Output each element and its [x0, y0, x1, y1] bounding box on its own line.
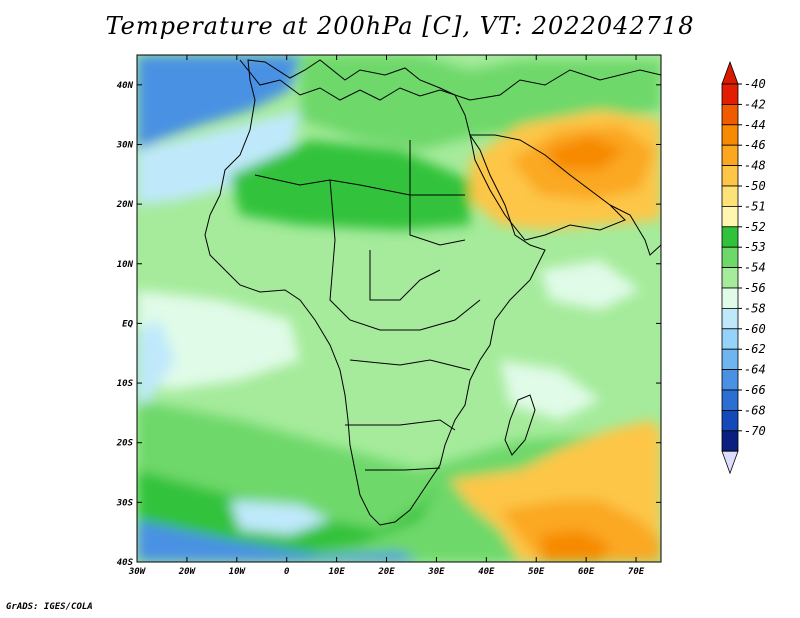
map-title: Temperature at 200hPa [C], VT: 202204271…	[105, 12, 695, 40]
lon-tick-label: 70E	[628, 567, 645, 577]
lat-tick-label: 20N	[116, 200, 134, 210]
colorbar-swatch	[721, 165, 739, 187]
field-west-blue	[137, 320, 175, 405]
lon-tick-label: 30W	[128, 567, 147, 577]
arabia-coast	[469, 134, 626, 241]
colorbar-swatch	[721, 389, 739, 411]
colorbar-label: -68	[744, 403, 766, 417]
lon-tick-label: 10W	[229, 567, 247, 577]
borders-5	[345, 419, 456, 431]
colorbar-swatch	[721, 328, 739, 350]
colorbar-swatch	[721, 348, 739, 371]
field-south-paleblue	[230, 500, 330, 535]
lat-tick-label: 40S	[117, 558, 134, 568]
lon-tick-label: 0	[284, 567, 290, 577]
colorbar-swatch	[721, 409, 739, 432]
field-tropic-pale1	[137, 290, 300, 390]
colorbar-swatch	[721, 144, 739, 166]
field-east-hotter	[545, 135, 625, 170]
lat-tick-label: 10N	[117, 260, 134, 270]
borders-7	[369, 250, 441, 301]
colorbar-label: -40	[744, 77, 766, 91]
lat-tick-label: 40N	[117, 81, 134, 91]
borders-6	[365, 467, 441, 471]
colorbar-label: -70	[744, 424, 766, 438]
colorbar-label: -42	[744, 97, 766, 111]
colorbar-label: -52	[744, 220, 766, 234]
colorbar-label: -44	[744, 118, 766, 132]
colorbar-label: -58	[744, 301, 766, 315]
lat-tick-label: EQ	[122, 319, 133, 329]
colorbar-swatch	[721, 287, 739, 309]
colorbar-top-arrow	[721, 60, 739, 85]
lon-tick-label: 40E	[478, 567, 495, 577]
field-equator-pale	[540, 260, 640, 310]
plot-frame	[136, 54, 662, 563]
colorbar-swatch	[721, 307, 739, 330]
colorbar-label: -46	[744, 138, 766, 152]
africa-outline	[204, 59, 546, 526]
colorbar-label: -54	[744, 261, 766, 275]
colorbar-label: -48	[744, 159, 766, 173]
lon-tick-label: 60E	[578, 567, 595, 577]
borders-4	[349, 359, 471, 371]
colorbar-label: -60	[744, 322, 766, 336]
colorbar-label: -62	[744, 342, 766, 356]
lon-tick-label: 20W	[178, 567, 197, 577]
colorbar-swatch	[721, 104, 739, 126]
colorbar-swatch	[721, 369, 739, 391]
madagascar	[504, 394, 536, 456]
colorbar: -40 -42 -44 -46 -48 -50 -51 -52 -53 -54 -56 -58 -60 -…	[721, 60, 766, 475]
borders-3	[409, 140, 466, 246]
temperature-field	[137, 55, 661, 562]
field-se-hotter	[540, 530, 610, 562]
colorbar-swatch	[721, 205, 739, 228]
borders-2	[329, 179, 481, 331]
axis-ticks: 30W 20W 10W 0 10E 20E 30E 40E 50E 60E 70E 40N 30N 20N…	[116, 55, 661, 577]
lon-tick-label: 20E	[377, 567, 395, 577]
colorbar-bottom-arrow	[721, 450, 739, 475]
colorbar-label: -64	[744, 363, 766, 377]
lon-tick-label: 50E	[528, 567, 545, 577]
field-nw-paleblue	[137, 110, 300, 205]
colorbar-label: -51	[744, 199, 766, 213]
colorbar-swatch	[721, 267, 739, 289]
colorbar-label: -56	[744, 281, 766, 295]
field-tropic-pale2	[500, 360, 600, 420]
colorbar-label: -66	[744, 383, 766, 397]
colorbar-swatch	[721, 226, 739, 248]
lon-tick-label: 10E	[328, 567, 345, 577]
colorbar-swatch	[721, 185, 739, 207]
india-coast	[609, 204, 661, 256]
field-nw-blue	[137, 55, 300, 150]
colorbar-swatch	[721, 83, 739, 105]
colorbar-swatch	[721, 430, 739, 452]
colorbar-swatch	[721, 246, 739, 268]
credit-text: GrADS: IGES/COLA	[6, 602, 93, 612]
lat-tick-label: 10S	[117, 379, 134, 389]
colorbar-label: -50	[744, 179, 766, 193]
lat-tick-label: 20S	[116, 439, 134, 449]
colorbar-label: -53	[744, 240, 766, 254]
field-south-blue	[137, 520, 420, 562]
coastlines	[204, 59, 661, 526]
lat-tick-label: 30N	[116, 140, 134, 150]
europe-coast	[239, 59, 661, 101]
lat-tick-label: 30S	[116, 498, 134, 508]
borders-1	[254, 174, 465, 196]
colorbar-swatch	[721, 124, 739, 146]
lon-tick-label: 30E	[427, 567, 445, 577]
